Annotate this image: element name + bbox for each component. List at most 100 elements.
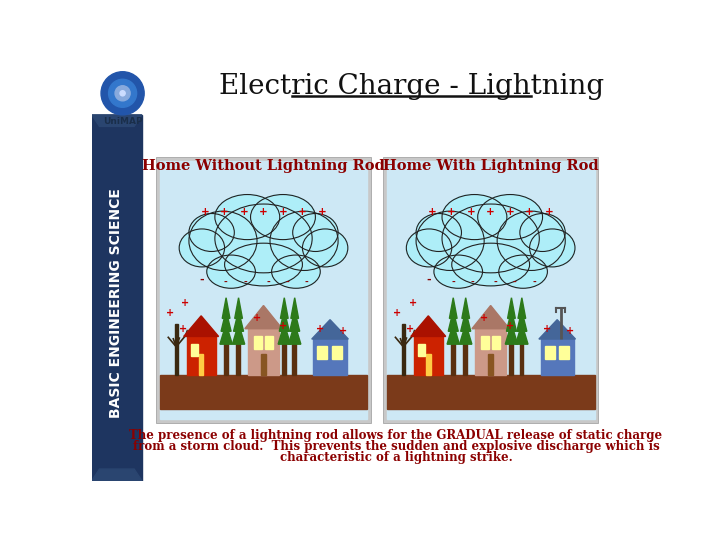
Text: +: + <box>240 207 248 217</box>
Polygon shape <box>281 298 288 319</box>
Polygon shape <box>220 323 233 344</box>
Ellipse shape <box>251 194 315 240</box>
Ellipse shape <box>225 243 302 286</box>
Text: BASIC ENGINEERING SCIENCE: BASIC ENGINEERING SCIENCE <box>109 188 123 418</box>
Bar <box>199 354 204 375</box>
Text: +: + <box>201 207 210 217</box>
Bar <box>160 161 367 419</box>
Polygon shape <box>92 115 142 126</box>
Text: +: + <box>181 298 189 308</box>
Bar <box>236 344 240 375</box>
Ellipse shape <box>406 229 451 267</box>
Text: +: + <box>279 207 287 217</box>
Ellipse shape <box>215 194 280 240</box>
Text: UniMAP: UniMAP <box>103 117 143 126</box>
Bar <box>175 323 178 375</box>
Ellipse shape <box>189 211 257 271</box>
Bar <box>254 336 262 349</box>
Ellipse shape <box>179 229 225 267</box>
Bar <box>402 323 405 375</box>
Text: +: + <box>525 207 534 217</box>
Polygon shape <box>518 298 526 319</box>
Bar <box>475 329 506 375</box>
Bar <box>92 115 142 481</box>
Text: -: - <box>305 277 312 286</box>
Bar <box>292 344 296 375</box>
Text: +: + <box>318 207 326 217</box>
Polygon shape <box>447 323 459 344</box>
Polygon shape <box>289 310 300 332</box>
Text: +: + <box>408 298 417 308</box>
Polygon shape <box>508 298 516 319</box>
Polygon shape <box>449 310 458 332</box>
Text: +: + <box>279 321 287 331</box>
Ellipse shape <box>442 204 539 273</box>
Text: characteristic of a lightning strike.: characteristic of a lightning strike. <box>279 451 513 464</box>
Ellipse shape <box>530 229 575 267</box>
Ellipse shape <box>215 204 312 273</box>
Text: -: - <box>199 275 204 285</box>
Bar <box>387 375 595 409</box>
Text: Home With Lightning Rod: Home With Lightning Rod <box>383 159 598 173</box>
Bar <box>160 375 367 409</box>
Text: +: + <box>480 313 488 323</box>
Text: The presence of a lightning rod allows for the GRADUAL release of static charge: The presence of a lightning rod allows f… <box>130 429 662 442</box>
Polygon shape <box>461 310 471 332</box>
Polygon shape <box>459 323 472 344</box>
Polygon shape <box>279 310 289 332</box>
Bar <box>191 344 198 356</box>
Text: +: + <box>253 313 261 323</box>
Polygon shape <box>472 306 509 329</box>
Bar <box>464 344 467 375</box>
Polygon shape <box>278 323 290 344</box>
Polygon shape <box>291 298 299 319</box>
Bar <box>426 354 431 375</box>
Text: -: - <box>266 277 274 286</box>
Ellipse shape <box>442 194 507 240</box>
Bar <box>481 336 489 349</box>
Text: +: + <box>339 326 348 336</box>
Text: -: - <box>533 277 539 286</box>
Text: Electric Charge - Lightning: Electric Charge - Lightning <box>219 73 604 100</box>
Text: +: + <box>179 323 186 334</box>
Circle shape <box>120 91 125 96</box>
Bar <box>509 344 513 375</box>
Ellipse shape <box>499 255 547 288</box>
Bar <box>318 346 328 359</box>
Polygon shape <box>221 310 231 332</box>
Bar <box>282 344 286 375</box>
Circle shape <box>115 86 130 101</box>
Bar <box>488 354 493 375</box>
Ellipse shape <box>477 194 543 240</box>
Text: +: + <box>316 323 324 334</box>
Polygon shape <box>235 298 243 319</box>
Polygon shape <box>92 469 142 481</box>
Text: +: + <box>505 207 515 217</box>
Text: +: + <box>467 207 476 217</box>
Ellipse shape <box>189 213 234 252</box>
Polygon shape <box>184 316 219 336</box>
Ellipse shape <box>451 243 530 286</box>
Text: -: - <box>225 277 231 286</box>
Bar <box>414 336 443 375</box>
Polygon shape <box>289 323 301 344</box>
Circle shape <box>109 79 137 107</box>
Text: +: + <box>544 207 554 217</box>
Ellipse shape <box>302 229 348 267</box>
Polygon shape <box>449 298 457 319</box>
Ellipse shape <box>293 213 338 252</box>
Text: +: + <box>447 207 456 217</box>
Text: -: - <box>451 277 459 286</box>
Bar <box>451 344 455 375</box>
Polygon shape <box>539 320 575 339</box>
Bar <box>332 346 342 359</box>
Text: -: - <box>244 277 251 286</box>
Bar <box>156 157 372 423</box>
Polygon shape <box>411 316 446 336</box>
Polygon shape <box>245 306 282 329</box>
Polygon shape <box>506 310 516 332</box>
Text: +: + <box>428 207 436 217</box>
Polygon shape <box>505 323 518 344</box>
Polygon shape <box>312 320 348 339</box>
Ellipse shape <box>271 255 320 288</box>
